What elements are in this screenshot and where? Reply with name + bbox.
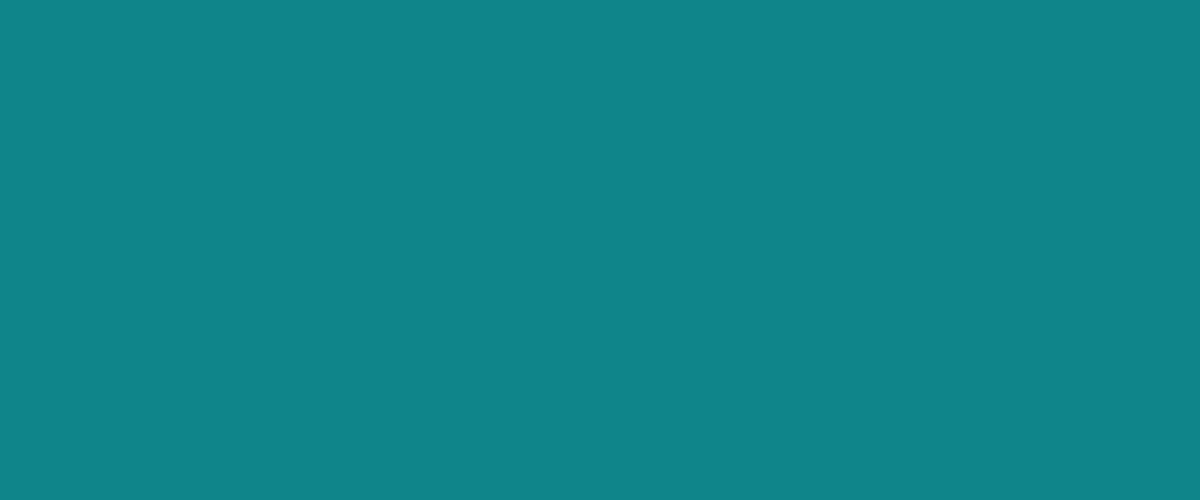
chart-plot-area [0, 0, 1200, 500]
chart-container [0, 0, 1200, 500]
